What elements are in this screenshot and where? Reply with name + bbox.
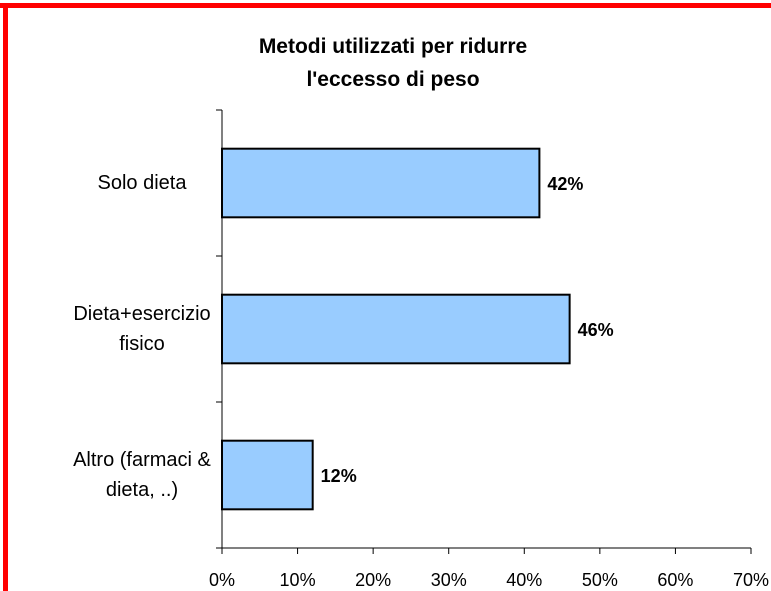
frame-left [3, 3, 8, 591]
bar [221, 439, 314, 511]
y-tick-label: Solo dieta [97, 172, 187, 194]
x-tick-label: 0% [209, 570, 235, 590]
x-tick-label: 70% [733, 570, 769, 590]
value-label: 42% [547, 174, 583, 194]
x-tick-label: 20% [355, 570, 391, 590]
x-tick-label: 60% [657, 570, 693, 590]
chart-title: Metodi utilizzati per ridurre l'eccesso … [258, 35, 528, 91]
x-tick-label: 30% [431, 570, 467, 590]
x-tick-label: 50% [582, 570, 618, 590]
x-tick-label: 10% [280, 570, 316, 590]
bar [221, 293, 571, 365]
value-label: 12% [321, 466, 357, 486]
y-tick-label: Dieta+esercizio fisico [73, 303, 211, 355]
frame-top [0, 3, 771, 8]
y-tick-label: Altro (farmaci & dieta, ..) [73, 449, 211, 501]
value-label: 46% [578, 320, 614, 340]
bar [221, 147, 541, 219]
x-tick-label: 40% [506, 570, 542, 590]
